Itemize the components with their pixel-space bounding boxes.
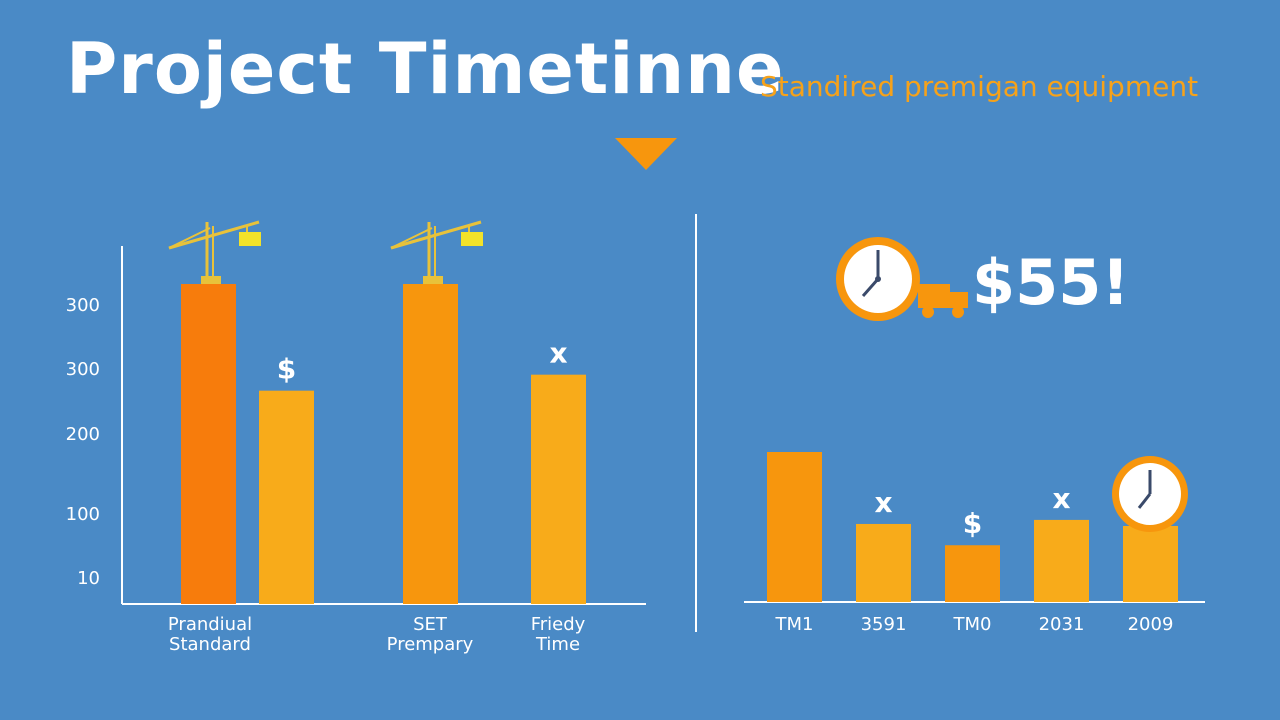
category-label: 3591 xyxy=(861,614,907,635)
category-label: Prempary xyxy=(387,634,474,655)
bar-mark-label: x xyxy=(549,337,567,370)
bar-mark-label: x xyxy=(1052,482,1070,515)
clock-icon xyxy=(1112,455,1188,532)
left-bar-1-0 xyxy=(403,284,458,604)
left-bar-0-1 xyxy=(259,390,314,604)
right-bar-3 xyxy=(1034,519,1089,602)
bar-mark-label: $ xyxy=(963,507,982,540)
right-bar-chart: x $ x TM1 3591 TM0 2031 2009 xyxy=(744,452,1205,635)
left-bar-0-0 xyxy=(181,284,236,604)
crane-icon xyxy=(390,220,483,284)
y-tick-label: 300 xyxy=(66,295,100,316)
clock-icon xyxy=(836,237,920,321)
category-label: SET xyxy=(413,614,448,635)
category-label: Prandiual xyxy=(168,614,252,635)
crane-icon xyxy=(168,220,261,284)
category-label: 2031 xyxy=(1039,614,1085,635)
page-title: Project Timetinne xyxy=(66,28,785,110)
category-label: Standard xyxy=(169,634,251,655)
truck-icon xyxy=(918,284,968,318)
bar-mark-label: x xyxy=(874,486,892,519)
left-bar-1-1 xyxy=(531,374,586,604)
bar-mark-label: $ xyxy=(277,353,296,386)
category-label: Time xyxy=(535,634,580,655)
y-tick-label: 100 xyxy=(66,504,100,525)
right-bar-2 xyxy=(945,545,1000,602)
category-label: Friedy xyxy=(531,614,586,635)
y-tick-label: 10 xyxy=(77,568,100,589)
y-tick-label: 300 xyxy=(66,359,100,380)
right-bar-1 xyxy=(856,523,911,602)
category-label: TM1 xyxy=(775,614,814,635)
pointer-triangle-icon xyxy=(615,138,677,170)
category-label: TM0 xyxy=(953,614,992,635)
callout-value: $55! xyxy=(972,246,1130,319)
category-label: 2009 xyxy=(1128,614,1174,635)
y-tick-label: 200 xyxy=(66,424,100,445)
right-bar-4 xyxy=(1123,525,1178,602)
right-bar-0 xyxy=(767,452,822,602)
page-subtitle: Standired premigan equipment xyxy=(760,70,1199,103)
callout-group: $55! xyxy=(836,237,1130,321)
